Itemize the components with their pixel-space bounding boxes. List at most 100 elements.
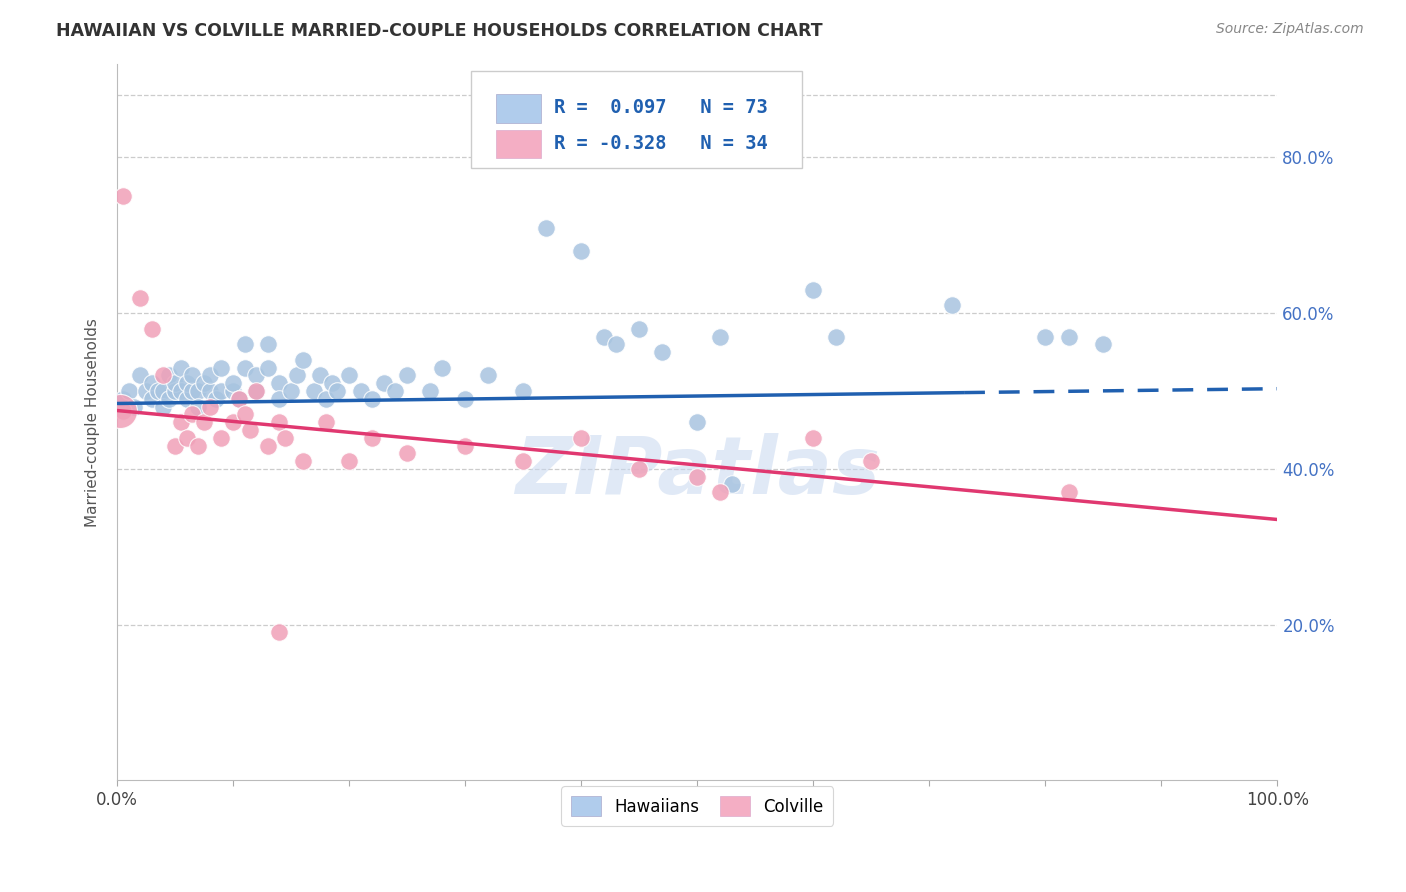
Point (605, 337, 627, 351)
Point (129, 291, 152, 305)
Point (350, 384, 373, 398)
Point (146, 384, 169, 398)
Point (176, 431, 198, 445)
Point (204, 392, 226, 406)
Point (111, 403, 134, 417)
Point (321, 376, 343, 391)
Point (228, 392, 250, 406)
Point (163, 438, 186, 452)
Point (198, 384, 221, 398)
Point (187, 400, 209, 414)
Point (141, 392, 163, 406)
Point (709, 485, 731, 500)
FancyBboxPatch shape (471, 71, 801, 168)
Point (198, 400, 221, 414)
Point (536, 220, 558, 235)
Point (860, 454, 883, 468)
Point (801, 431, 824, 445)
Point (396, 446, 419, 460)
Point (228, 392, 250, 406)
Point (686, 415, 709, 429)
Point (315, 392, 337, 406)
Point (170, 360, 193, 375)
Point (569, 431, 592, 445)
Point (233, 337, 256, 351)
Point (593, 329, 616, 343)
Point (269, 392, 291, 406)
Point (569, 244, 592, 258)
Text: R = -0.328   N = 34: R = -0.328 N = 34 (554, 134, 768, 153)
Point (256, 360, 278, 375)
Point (129, 368, 152, 383)
Point (477, 368, 499, 383)
Point (141, 376, 163, 391)
Text: Source: ZipAtlas.com: Source: ZipAtlas.com (1216, 22, 1364, 37)
Point (373, 376, 395, 391)
Point (124, 400, 146, 414)
Point (209, 384, 232, 398)
Point (233, 360, 256, 375)
Point (1057, 329, 1080, 343)
Point (384, 384, 406, 398)
Point (152, 384, 174, 398)
Point (170, 384, 193, 398)
Point (233, 408, 256, 422)
Point (198, 368, 221, 383)
Point (256, 337, 278, 351)
Point (269, 415, 291, 429)
Point (176, 376, 198, 391)
Point (209, 431, 232, 445)
Point (274, 431, 297, 445)
Point (721, 477, 744, 491)
Point (269, 376, 291, 391)
Point (222, 384, 245, 398)
Point (651, 345, 673, 359)
Point (170, 415, 193, 429)
Point (245, 368, 267, 383)
Point (135, 384, 157, 398)
Point (245, 384, 267, 398)
Point (361, 431, 384, 445)
Point (181, 384, 204, 398)
Point (709, 329, 731, 343)
Point (1057, 485, 1080, 500)
Point (176, 392, 198, 406)
Point (256, 438, 278, 452)
Point (309, 368, 332, 383)
Point (825, 329, 848, 343)
Point (181, 368, 204, 383)
Y-axis label: Married-couple Households: Married-couple Households (86, 318, 100, 526)
Point (337, 454, 360, 468)
Point (269, 625, 291, 640)
Text: ZIPatlas: ZIPatlas (515, 434, 880, 511)
Point (181, 408, 204, 422)
Point (222, 415, 245, 429)
Point (941, 298, 963, 312)
Point (512, 454, 534, 468)
Bar (496, 129, 540, 159)
Point (302, 384, 325, 398)
Point (291, 454, 314, 468)
Point (628, 462, 651, 476)
Point (209, 360, 232, 375)
Point (454, 438, 477, 452)
Point (430, 360, 453, 375)
Point (512, 384, 534, 398)
Point (163, 384, 186, 398)
Point (152, 368, 174, 383)
Point (419, 384, 441, 398)
Point (110, 404, 132, 418)
Point (1033, 329, 1056, 343)
Point (111, 392, 134, 406)
Point (454, 392, 477, 406)
Point (222, 376, 245, 391)
Point (152, 400, 174, 414)
Point (280, 384, 302, 398)
Point (1092, 337, 1115, 351)
Legend: Hawaiians, Colville: Hawaiians, Colville (561, 787, 834, 826)
Point (315, 415, 337, 429)
Point (239, 423, 262, 437)
Point (163, 376, 186, 391)
Point (187, 438, 209, 452)
Point (157, 392, 180, 406)
